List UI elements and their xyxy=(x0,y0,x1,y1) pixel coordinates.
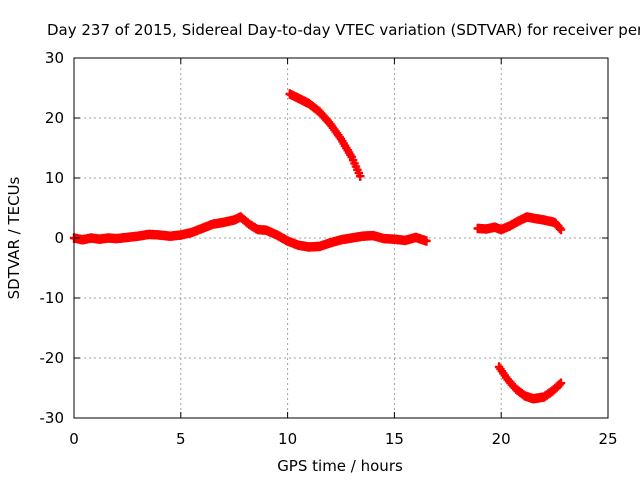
axis-ticks: 0 5 10 15 20 25 -30 -20 -10 0 10 20 30 xyxy=(40,49,618,448)
x-axis-label: GPS time / hours xyxy=(277,457,403,475)
y-tick-label: 20 xyxy=(45,109,64,127)
y-axis-label: SDTVAR / TECUs xyxy=(5,176,23,299)
series-upper-arc xyxy=(285,89,365,181)
data-point xyxy=(556,224,566,235)
data-point xyxy=(356,171,365,181)
y-tick-label: -20 xyxy=(40,349,65,367)
y-tick-label: 10 xyxy=(45,169,64,187)
y-tick-label: -30 xyxy=(40,409,65,427)
x-tick-label: 0 xyxy=(69,430,79,448)
y-tick-label: 30 xyxy=(45,49,64,67)
x-tick-label: 10 xyxy=(278,430,297,448)
x-tick-label: 5 xyxy=(176,430,186,448)
y-tick-label: -10 xyxy=(40,289,65,307)
chart-title: Day 237 of 2015, Sidereal Day-to-day VTE… xyxy=(47,21,640,39)
series-lower-arc xyxy=(494,362,566,404)
x-tick-label: 15 xyxy=(385,430,404,448)
series-right-segment xyxy=(473,212,566,235)
x-tick-label: 25 xyxy=(598,430,617,448)
series-main-trace xyxy=(69,212,431,252)
x-tick-label: 20 xyxy=(492,430,511,448)
data-point xyxy=(422,236,431,246)
data-point xyxy=(556,378,566,388)
plot-series xyxy=(69,89,566,404)
y-tick-label: 0 xyxy=(54,229,64,247)
